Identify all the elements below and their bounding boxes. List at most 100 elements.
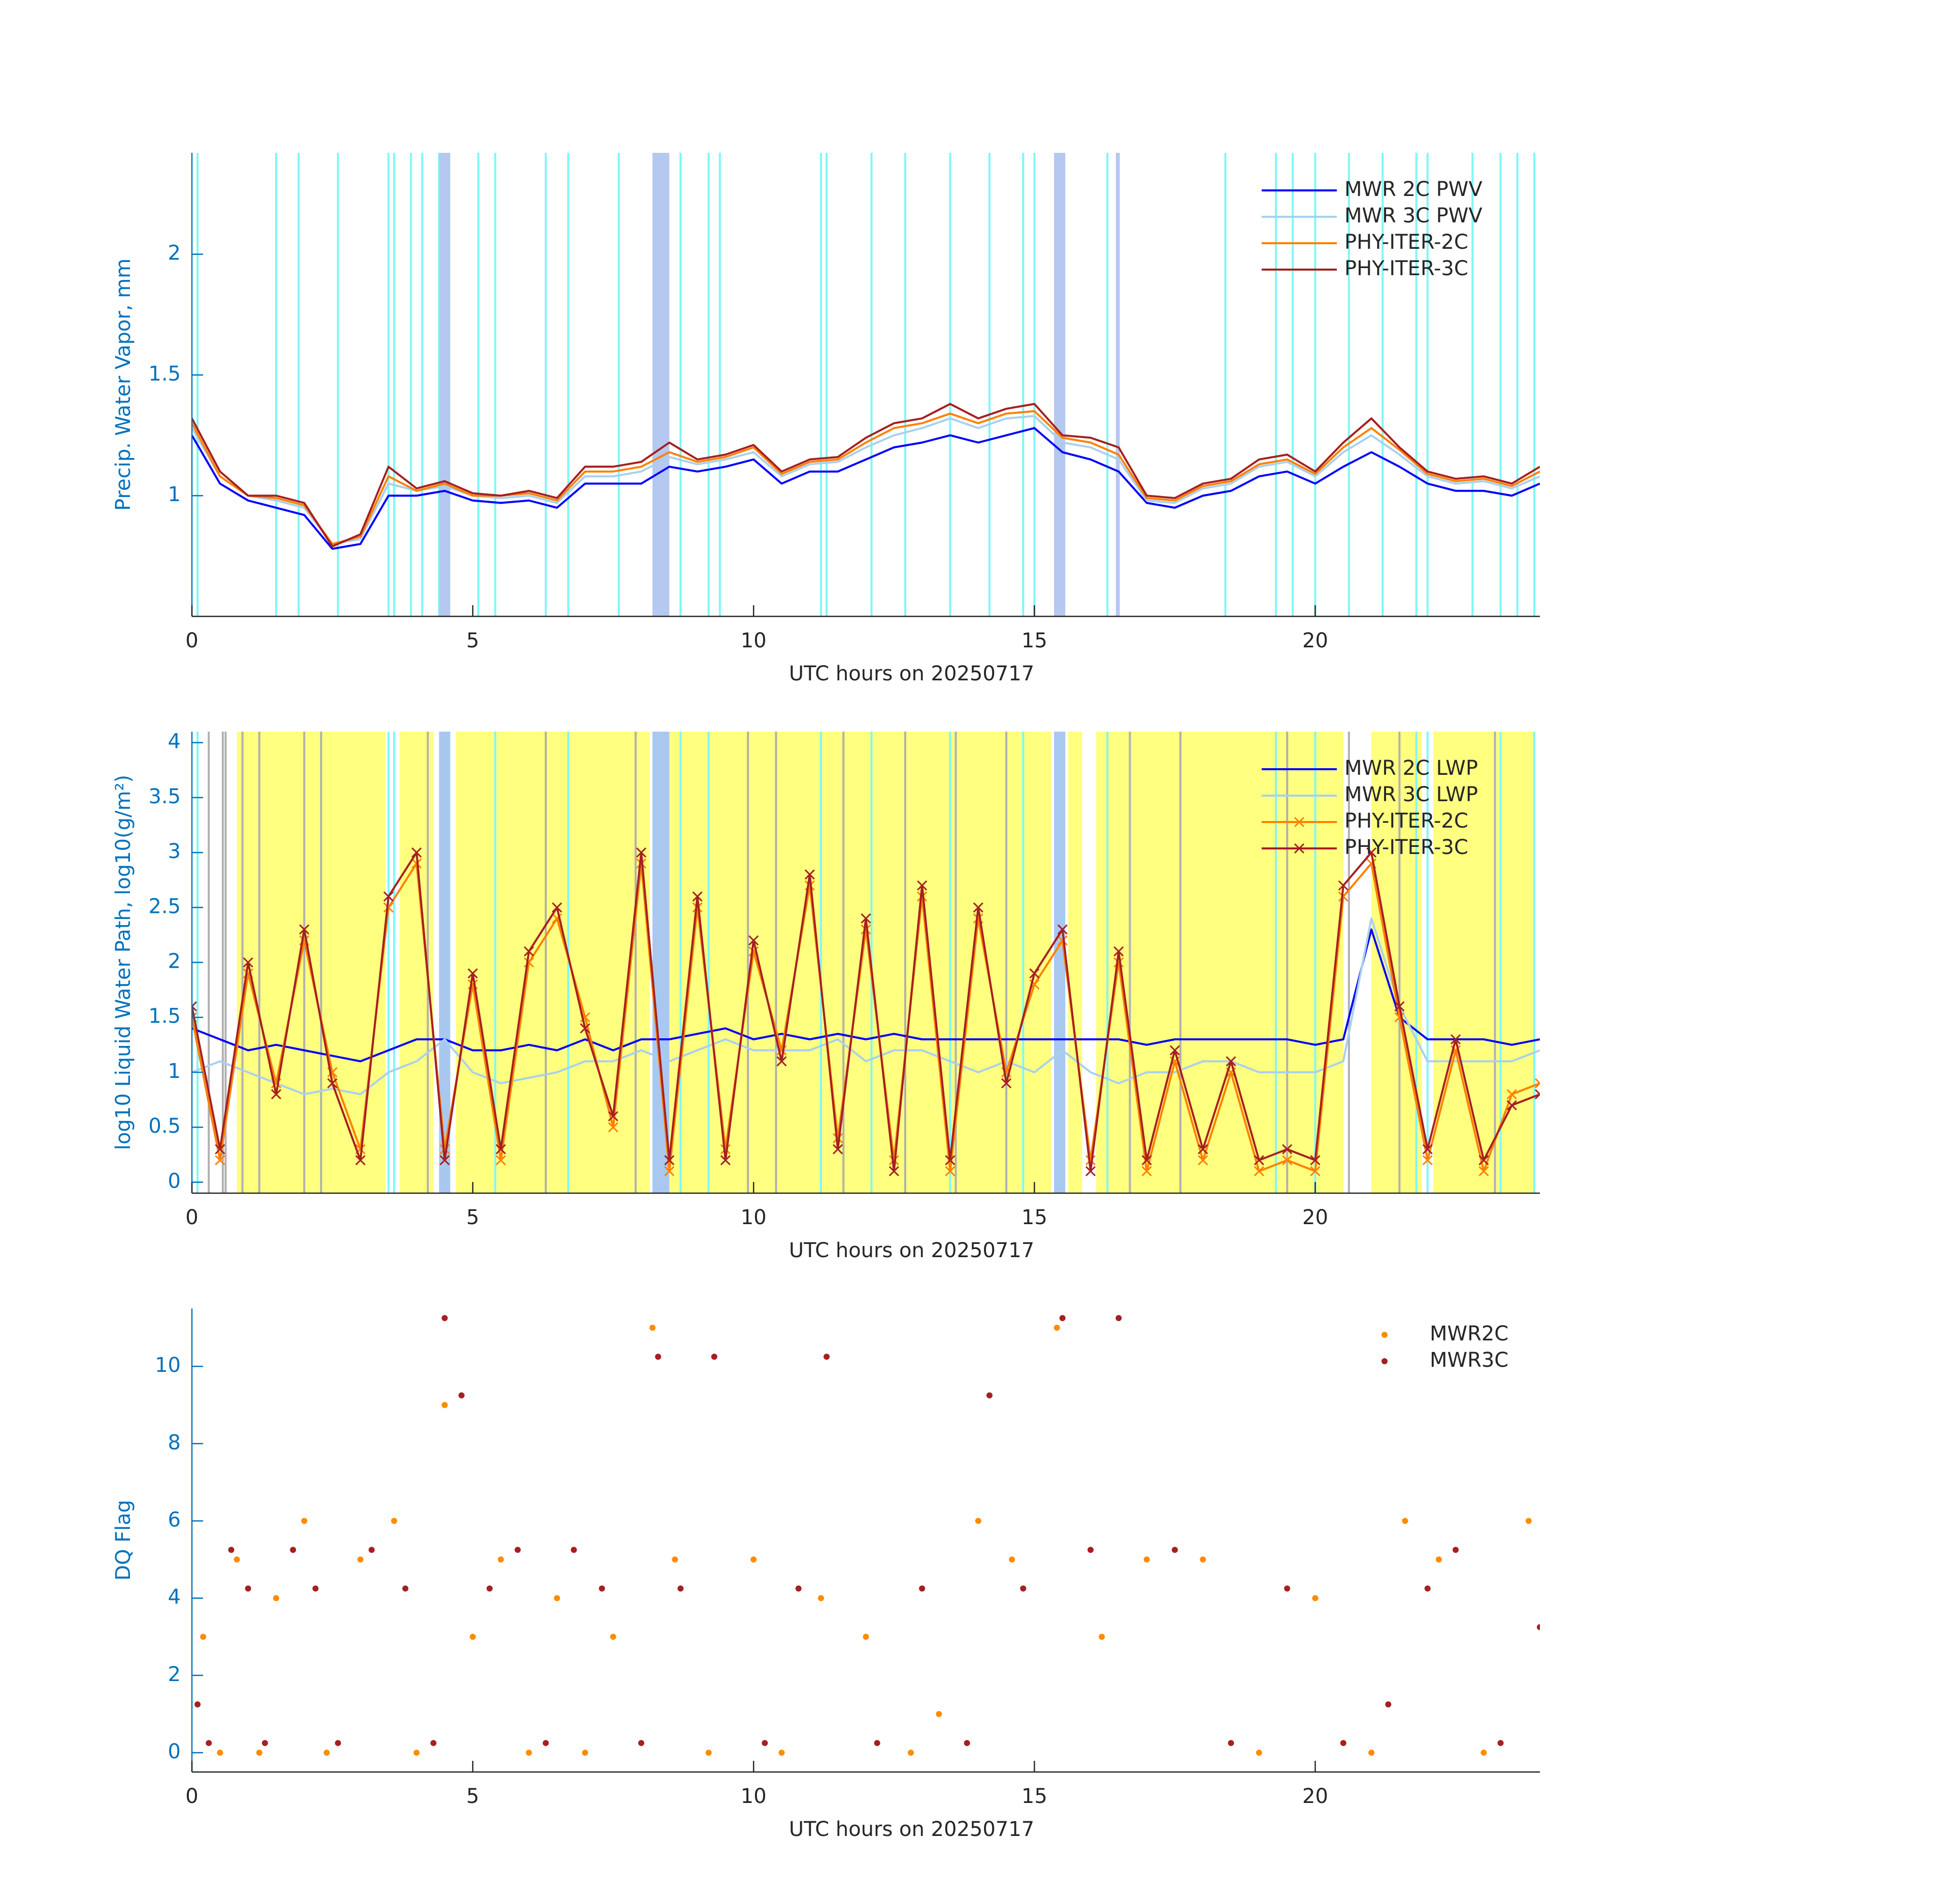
scatter-point <box>1284 1585 1291 1592</box>
series-marker <box>833 1144 843 1155</box>
x-tick-label: 0 <box>185 629 198 652</box>
series-marker <box>776 1056 787 1067</box>
panel: 0 5 10 15 20 0 2 4 6 8 10 UTC hours on 20250717 DQ F… <box>112 1308 1540 1841</box>
scatter-point <box>206 1739 212 1746</box>
y-tick-label: 4 <box>168 730 181 753</box>
series-marker <box>411 847 422 858</box>
series-marker <box>1422 1144 1433 1155</box>
scatter-point <box>441 1402 448 1408</box>
series-marker <box>1254 1155 1264 1166</box>
series-marker <box>1534 1078 1540 1089</box>
scatter-point <box>1537 1624 1540 1630</box>
y-tick-label: 2 <box>168 242 181 265</box>
y-axis-label: DQ Flag <box>112 1500 135 1581</box>
series-marker <box>1198 1155 1208 1166</box>
series-marker <box>945 1155 956 1166</box>
y-axis-label: log10 Liquid Water Path, log10(g/m²) <box>112 775 135 1150</box>
scatter-point <box>1402 1518 1408 1524</box>
scatter-point <box>795 1585 802 1592</box>
legend-label: MWR3C <box>1430 1349 1508 1372</box>
series-marker <box>1141 1166 1152 1176</box>
x-tick-label: 10 <box>741 1785 767 1808</box>
y-tick-label: 2 <box>168 1663 181 1686</box>
scatter-point <box>762 1739 768 1746</box>
scatter-point <box>1200 1556 1206 1563</box>
series-marker <box>215 1155 225 1166</box>
scatter-point <box>975 1518 981 1524</box>
scatter-point <box>571 1547 577 1553</box>
series-marker <box>1534 1089 1540 1100</box>
scatter-point <box>863 1633 869 1640</box>
series-marker <box>496 1144 506 1155</box>
legend-label: MWR 3C LWP <box>1344 783 1478 806</box>
y-tick-label: 0.5 <box>148 1114 181 1138</box>
series-marker <box>748 935 759 946</box>
scatter-point <box>1497 1739 1504 1746</box>
scatter-point <box>312 1585 319 1592</box>
scatter-point <box>705 1749 712 1756</box>
series-marker <box>468 968 478 979</box>
series-marker <box>1113 957 1124 968</box>
series-marker <box>917 891 928 902</box>
scatter-point <box>1115 1315 1122 1322</box>
series-marker <box>1394 1001 1405 1012</box>
scatter-point <box>525 1749 532 1756</box>
scatter-point <box>1099 1633 1105 1640</box>
series-line <box>192 917 1540 1096</box>
series-marker <box>1141 1155 1152 1166</box>
scatter-point <box>582 1749 588 1756</box>
x-axis-label: UTC hours on 20250717 <box>789 1818 1034 1841</box>
series-marker <box>1422 1155 1433 1166</box>
legend-swatch <box>1381 1332 1388 1338</box>
series-marker <box>383 891 394 902</box>
x-tick-label: 5 <box>466 1206 479 1229</box>
legend-label: MWR2C <box>1430 1322 1508 1345</box>
scatter-point <box>778 1749 785 1756</box>
series-marker <box>383 902 394 913</box>
scatter-point <box>711 1354 717 1360</box>
series-marker <box>888 1155 899 1166</box>
scatter-point <box>200 1633 207 1640</box>
y-tick-label: 10 <box>155 1354 181 1377</box>
scatter-point <box>554 1595 561 1601</box>
scatter-point <box>514 1547 521 1553</box>
y-tick-label: 2.5 <box>148 895 181 918</box>
scatter-point <box>369 1547 375 1553</box>
scatter-point <box>818 1595 824 1601</box>
series-marker <box>973 902 983 913</box>
scatter-point <box>750 1556 757 1563</box>
y-tick-label: 6 <box>168 1508 181 1531</box>
flag-span <box>439 153 450 616</box>
series-marker <box>1310 1155 1321 1166</box>
y-axis-label: Precip. Water Vapor, mm <box>112 258 135 511</box>
x-tick-label: 15 <box>1022 629 1047 652</box>
scatter-point <box>1525 1518 1532 1524</box>
scatter-point <box>824 1354 830 1360</box>
scatter-point <box>402 1585 409 1592</box>
series-marker <box>664 1166 675 1176</box>
scatter-point <box>290 1547 297 1553</box>
scatter-point <box>1256 1749 1262 1756</box>
series-marker <box>1366 847 1377 858</box>
series-marker <box>1169 1045 1180 1056</box>
series-marker <box>1282 1144 1293 1155</box>
scatter-point <box>964 1739 970 1746</box>
y-tick-label: 2 <box>168 950 181 973</box>
flag-span <box>1054 153 1066 616</box>
series-marker <box>1029 968 1040 979</box>
series-marker <box>496 1155 506 1166</box>
scatter-point <box>1054 1325 1060 1331</box>
series-line <box>192 410 1540 545</box>
series-marker <box>720 1155 731 1166</box>
scatter-point <box>323 1749 330 1756</box>
scatter-point <box>908 1749 914 1756</box>
scatter-point <box>256 1749 262 1756</box>
scatter-point <box>228 1547 235 1553</box>
scatter-point <box>874 1739 880 1746</box>
series-marker <box>271 1089 281 1100</box>
scatter-point <box>638 1739 644 1746</box>
legend-label: MWR 3C PWV <box>1344 204 1483 227</box>
x-axis-label: UTC hours on 20250717 <box>789 662 1034 685</box>
y-tick-label: 0 <box>168 1169 181 1193</box>
